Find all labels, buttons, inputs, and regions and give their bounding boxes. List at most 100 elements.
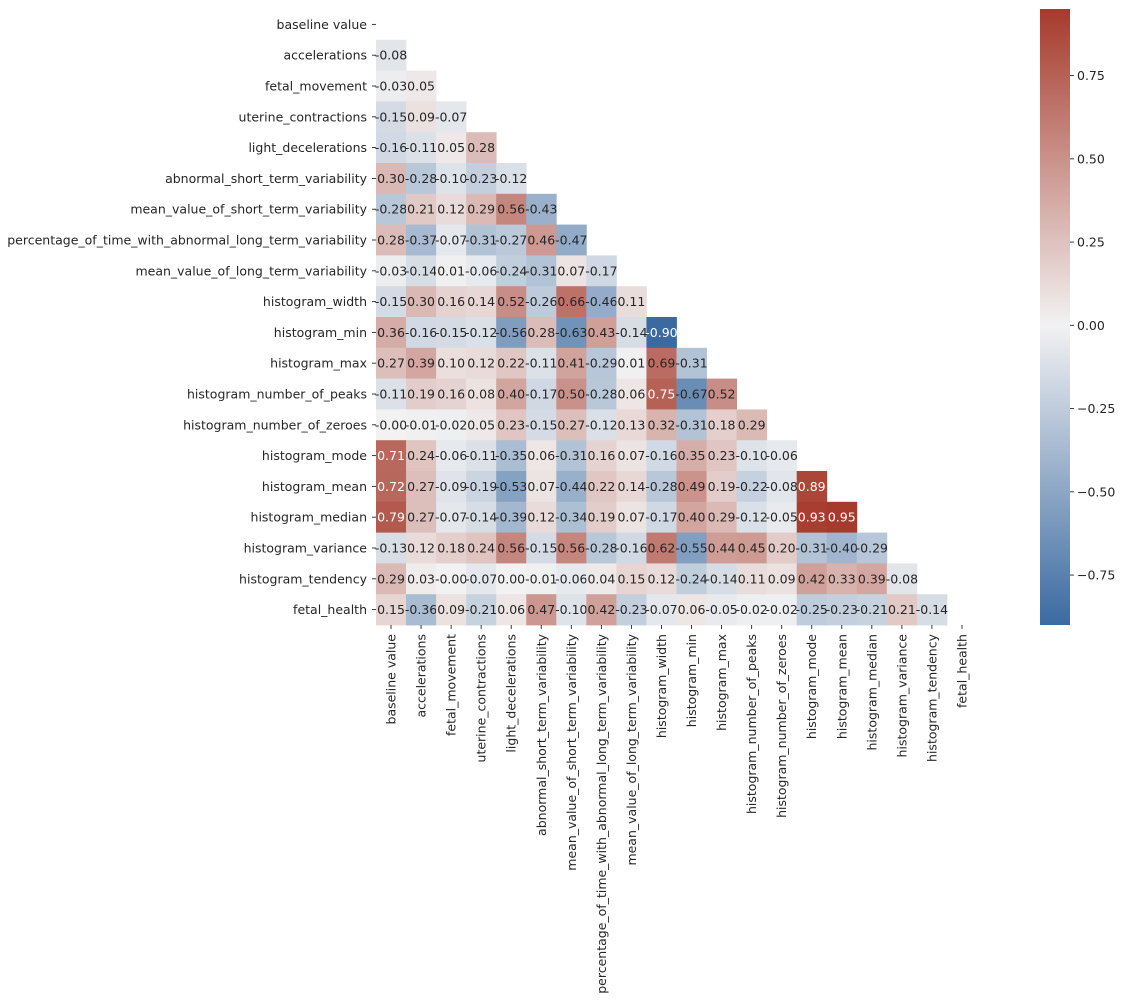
heatmap-cell-18-10	[676, 563, 707, 595]
heatmap-cell-label-16-1: 0.27	[407, 510, 435, 525]
heatmap-cell-15-2	[436, 471, 467, 503]
heatmap-cell-label-13-2: -0.02	[435, 417, 467, 432]
heatmap-cell-18-7	[586, 563, 617, 595]
heatmap-cell-label-13-5: -0.15	[525, 417, 557, 432]
heatmap-cell-label-17-3: 0.24	[467, 541, 495, 556]
heatmap-cell-label-17-4: 0.56	[497, 541, 525, 556]
heatmap-cell-17-8	[616, 532, 647, 564]
heatmap-cell-label-15-10: 0.49	[678, 479, 706, 494]
heatmap-cell-14-2	[436, 440, 467, 472]
heatmap-cell-17-13	[766, 532, 798, 564]
heatmap-cell-4-2	[436, 132, 467, 164]
heatmap-cell-18-6	[556, 563, 587, 595]
heatmap-cell-14-0	[376, 440, 407, 472]
heatmap-cell-label-5-0: 0.30	[377, 171, 405, 186]
heatmap-cell-label-6-5: -0.43	[525, 202, 557, 217]
heatmap-cell-17-16	[856, 532, 888, 564]
heatmap-cell-18-17	[886, 563, 918, 595]
heatmap-cell-14-5	[526, 440, 557, 472]
heatmap-cell-4-0	[376, 132, 407, 164]
heatmap-cell-18-3	[466, 563, 497, 595]
heatmap-cell-13-9	[646, 409, 677, 441]
heatmap-cell-16-0	[376, 501, 407, 533]
heatmap-cell-17-11	[706, 532, 737, 564]
heatmap-cell-18-9	[646, 563, 677, 595]
heatmap-cell-9-7	[586, 286, 617, 318]
heatmap-cell-16-1	[406, 501, 437, 533]
heatmap-cell-14-8	[616, 440, 647, 472]
heatmap-cell-10-2	[436, 317, 467, 349]
heatmap-cell-label-11-8: 0.01	[617, 356, 645, 371]
heatmap-cell-17-10	[676, 532, 707, 564]
heatmap-cell-label-18-14: 0.42	[798, 571, 826, 586]
heatmap-cell-16-10	[676, 501, 707, 533]
heatmap-cell-label-11-7: -0.29	[585, 356, 617, 371]
heatmap-cell-label-5-3: -0.23	[465, 171, 497, 186]
heatmap-cell-9-0	[376, 286, 407, 318]
heatmap-cell-17-14	[796, 532, 828, 564]
heatmap-cell-label-18-8: 0.15	[617, 571, 645, 586]
heatmap-cell-label-3-2: -0.07	[435, 109, 467, 124]
heatmap-cell-14-6	[556, 440, 587, 472]
heatmap-cell-19-0	[376, 594, 407, 626]
heatmap-cell-10-3	[466, 317, 497, 349]
heatmap-cell-19-17	[886, 594, 918, 626]
heatmap-cell-10-0	[376, 317, 407, 349]
y-tick-label-1: accelerations	[283, 48, 367, 63]
x-tick-label-12: histogram_number_of_peaks	[744, 634, 759, 814]
heatmap-cell-11-2	[436, 347, 467, 379]
heatmap-cell-label-1-0: -0.08	[375, 48, 407, 63]
heatmap-cell-label-10-1: -0.16	[405, 325, 437, 340]
heatmap-cell-19-11	[706, 594, 737, 626]
heatmap-cell-19-1	[406, 594, 437, 626]
heatmap-cell-label-14-10: 0.35	[678, 448, 706, 463]
heatmap-cell-label-11-5: -0.11	[525, 356, 557, 371]
heatmap-cell-14-12	[736, 440, 768, 472]
heatmap-cell-19-3	[466, 594, 497, 626]
heatmap-cell-12-3	[466, 378, 497, 410]
heatmap-cell-label-19-13: -0.02	[766, 602, 798, 617]
heatmap-cell-17-7	[586, 532, 617, 564]
heatmap-cell-16-8	[616, 501, 647, 533]
heatmap-cell-15-10	[676, 471, 707, 503]
heatmap-cell-label-12-10: -0.67	[675, 387, 707, 402]
heatmap-cell-17-5	[526, 532, 557, 564]
heatmap-cell-10-9	[646, 317, 677, 349]
heatmap-cell-label-15-8: 0.14	[617, 479, 645, 494]
heatmap-cell-13-2	[436, 409, 467, 441]
heatmap-cell-label-19-4: 0.06	[497, 602, 525, 617]
heatmap-cell-12-4	[496, 378, 527, 410]
heatmap-cell-label-16-3: -0.14	[465, 510, 497, 525]
heatmap-cell-11-7	[586, 347, 617, 379]
heatmap-cell-label-7-6: -0.47	[555, 233, 587, 248]
heatmap-cell-label-19-10: 0.06	[678, 602, 706, 617]
heatmap-cell-label-19-11: -0.05	[705, 602, 737, 617]
y-tick-label-2: fetal_movement	[265, 79, 367, 94]
heatmap-cell-label-11-1: 0.39	[407, 356, 435, 371]
heatmap-cell-label-11-2: 0.10	[437, 356, 465, 371]
heatmap-cell-label-16-2: -0.07	[435, 510, 467, 525]
colorbar-tick-label-6: 0.75	[1077, 68, 1105, 83]
heatmap-cell-label-6-0: -0.28	[375, 202, 407, 217]
heatmap-cell-label-14-7: 0.16	[587, 448, 615, 463]
heatmap-cell-14-7	[586, 440, 617, 472]
x-tick-label-10: histogram_min	[684, 634, 699, 727]
colorbar-tick-label-5: 0.50	[1077, 151, 1105, 166]
heatmap-cell-15-5	[526, 471, 557, 503]
heatmap-cell-label-18-2: -0.00	[435, 571, 467, 586]
heatmap-cell-4-3	[466, 132, 497, 164]
heatmap-cell-label-6-4: 0.56	[497, 202, 525, 217]
heatmap-cell-label-17-13: 0.20	[768, 541, 796, 556]
heatmap-cell-label-8-5: -0.31	[525, 263, 557, 278]
heatmap-cell-label-13-4: 0.23	[497, 417, 525, 432]
heatmap-cell-label-17-6: 0.56	[557, 541, 585, 556]
heatmap-cell-3-1	[406, 101, 437, 133]
y-tick-label-7: percentage_of_time_with_abnormal_long_te…	[7, 233, 367, 248]
heatmap-cell-label-18-4: 0.00	[497, 571, 525, 586]
heatmap-cell-label-19-18: -0.14	[916, 602, 948, 617]
heatmap-cell-label-10-3: -0.12	[465, 325, 497, 340]
heatmap-cell-label-10-8: -0.14	[615, 325, 647, 340]
heatmap-cell-16-5	[526, 501, 557, 533]
heatmap-cell-label-9-8: 0.11	[617, 294, 645, 309]
